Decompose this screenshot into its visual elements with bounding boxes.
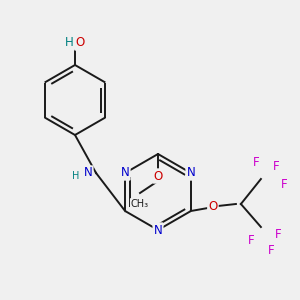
Text: N: N — [84, 167, 92, 179]
Text: F: F — [274, 227, 281, 241]
Text: CH₃: CH₃ — [131, 199, 149, 209]
Text: N: N — [154, 224, 162, 236]
Text: H: H — [72, 171, 80, 181]
Text: N: N — [187, 167, 195, 179]
Text: N: N — [121, 167, 130, 179]
Text: O: O — [153, 169, 163, 182]
Text: O: O — [208, 200, 218, 212]
Text: F: F — [248, 233, 254, 247]
Text: F: F — [268, 244, 274, 256]
Text: F: F — [273, 160, 279, 172]
Text: O: O — [75, 37, 85, 50]
Text: F: F — [253, 155, 259, 169]
Text: H: H — [64, 37, 74, 50]
Text: F: F — [280, 178, 287, 190]
